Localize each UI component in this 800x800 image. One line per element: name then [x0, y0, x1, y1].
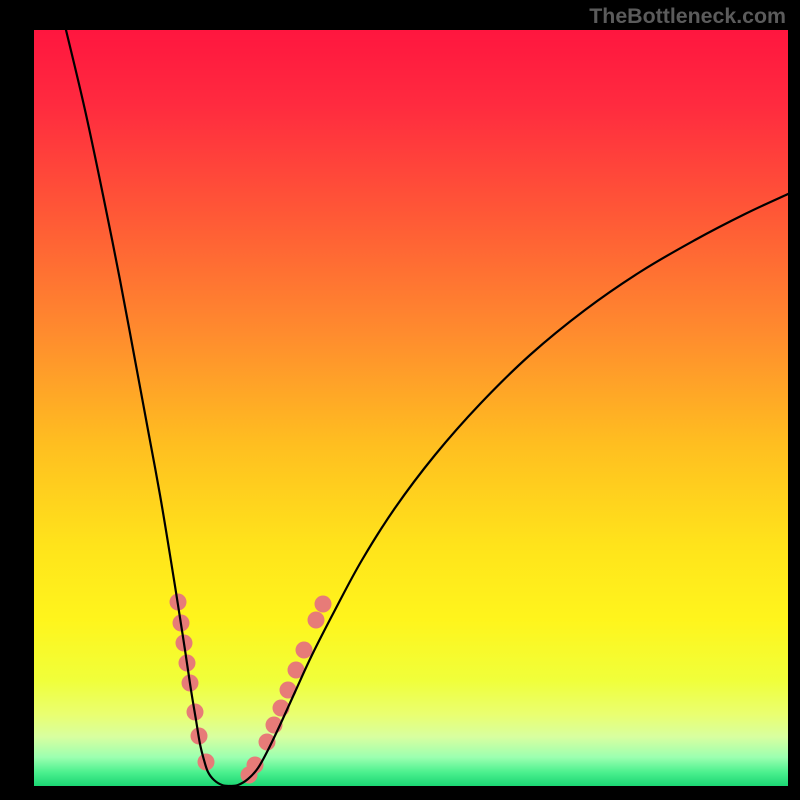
plot-area	[34, 30, 788, 786]
chart-overlay	[0, 0, 800, 800]
marker-dot	[296, 642, 313, 659]
marker-dot	[308, 612, 325, 629]
curve-left	[66, 30, 230, 786]
curve-right	[230, 194, 788, 786]
watermark-text: TheBottleneck.com	[589, 4, 786, 29]
marker-dot	[315, 596, 332, 613]
chart-frame: TheBottleneck.com	[0, 0, 800, 800]
